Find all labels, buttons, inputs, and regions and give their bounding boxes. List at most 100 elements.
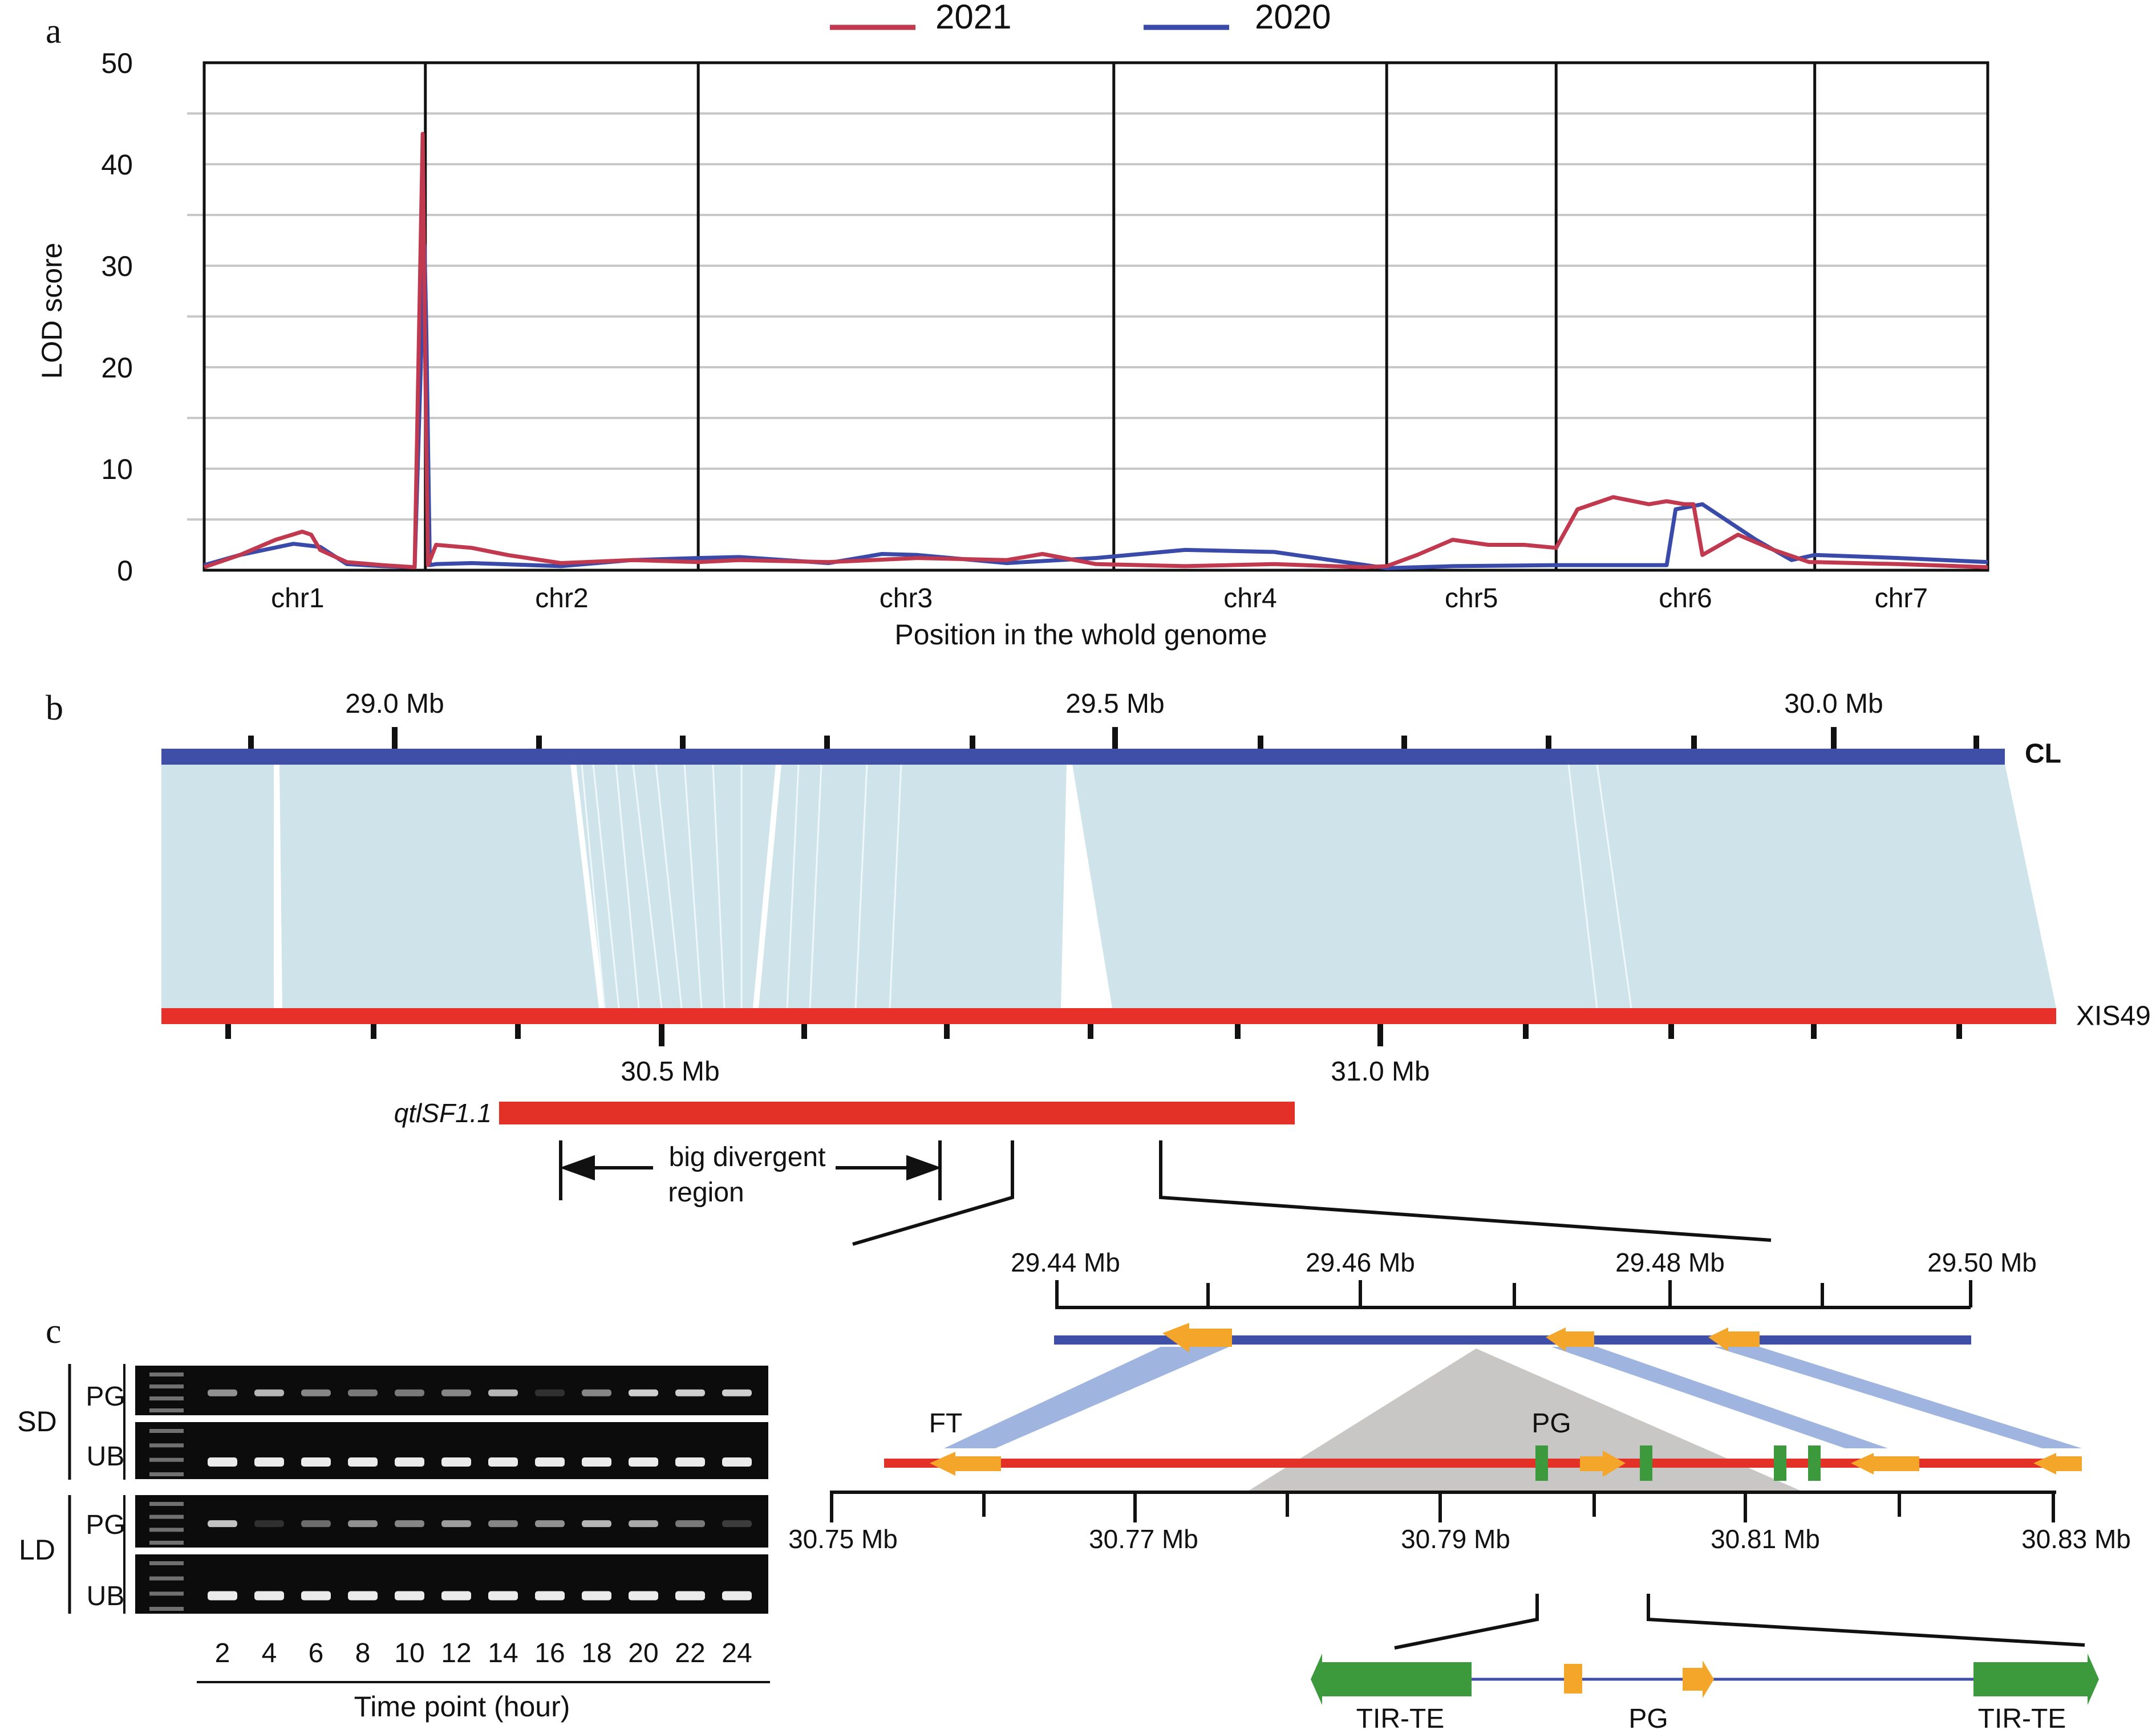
ladder-band xyxy=(149,1576,184,1581)
gel-band xyxy=(254,1389,284,1396)
ladder-band xyxy=(149,1429,184,1433)
time-point-label: 6 xyxy=(309,1638,324,1668)
divergent-region-bracket xyxy=(559,1140,942,1200)
gel-band xyxy=(582,1457,611,1467)
pg-insertion-triangle xyxy=(1243,1349,1808,1494)
synteny-block-5 xyxy=(1072,764,2056,1008)
plot-frame xyxy=(202,61,1989,572)
cl-chromosome-bar xyxy=(161,749,2005,765)
zoom-top-tick-29-50: 29.50 Mb xyxy=(1927,1248,2037,1277)
synteny-block-2 xyxy=(279,764,599,1008)
synteny-block-1 xyxy=(161,764,274,1008)
tir-marker-3 xyxy=(1774,1445,1786,1481)
gel-band xyxy=(441,1591,471,1601)
cl-tick-label-29-0: 29.0 Mb xyxy=(345,689,444,719)
tir-marker-1 xyxy=(1535,1445,1548,1481)
xis49-gene-arrow-2 xyxy=(1851,1453,1919,1475)
gel-band xyxy=(301,1591,331,1601)
chart-legend: 2021 2020 xyxy=(830,0,1331,36)
panel-a-letter: a xyxy=(46,12,62,51)
zoom-xis49-features xyxy=(930,1445,2082,1481)
xis49-label: XIS49 xyxy=(2076,1001,2151,1032)
synteny-ribbons xyxy=(161,764,2056,1009)
time-point-label: 10 xyxy=(394,1638,424,1668)
ladder-band xyxy=(149,1384,184,1388)
y-tick-label: 40 xyxy=(101,149,133,181)
zoom-top-scale xyxy=(1055,1280,1972,1309)
gel-band xyxy=(208,1457,237,1467)
gel-band xyxy=(208,1591,237,1601)
gel-band xyxy=(722,1389,752,1396)
zoom-bottom-tick-30-75: 30.75 Mb xyxy=(788,1524,898,1554)
ladder-band xyxy=(149,1372,184,1376)
tir-te-right xyxy=(1973,1654,2099,1705)
y-tick-label: 0 xyxy=(117,555,133,587)
gel-band xyxy=(629,1457,658,1467)
ladder-band xyxy=(149,1541,184,1545)
tir-te-right-label: TIR-TE xyxy=(1978,1704,2066,1734)
detail-connector xyxy=(1394,1594,2085,1650)
chromosome-label-chr1: chr1 xyxy=(271,583,324,614)
cl-ticks xyxy=(248,727,1979,749)
gel-band xyxy=(629,1591,658,1601)
gel-band xyxy=(441,1389,471,1396)
ladder-band xyxy=(149,1528,184,1532)
gel-band xyxy=(301,1520,331,1528)
sd-pg-label: PG xyxy=(86,1382,125,1412)
gel-band xyxy=(254,1520,284,1528)
gel-band xyxy=(488,1520,518,1528)
zoom-bottom-tick-30-83: 30.83 Mb xyxy=(2021,1524,2131,1554)
zoom-top-tick-29-48: 29.48 Mb xyxy=(1615,1248,1725,1277)
zoom-top-tick-29-44: 29.44 Mb xyxy=(1011,1248,1120,1277)
panel-c-letter: c xyxy=(46,1312,62,1351)
xis49-ticks xyxy=(225,1024,1962,1046)
ft-gene-arrow xyxy=(930,1452,1001,1476)
gel-band xyxy=(582,1520,611,1528)
cl-tick-label-30-0: 30.0 Mb xyxy=(1784,689,1883,719)
gel-band xyxy=(629,1520,658,1528)
gel-images xyxy=(135,1366,768,1614)
time-point-label: 22 xyxy=(675,1638,705,1668)
gel-band xyxy=(582,1591,611,1601)
time-point-labels: 2 4 6 8 10 12 14 16 18 20 22 24 xyxy=(215,1638,752,1668)
gel-band xyxy=(348,1520,378,1528)
time-point-label: 24 xyxy=(722,1638,752,1668)
gel-band xyxy=(675,1389,705,1396)
time-point-label: 12 xyxy=(441,1638,471,1668)
gel-band xyxy=(395,1520,424,1528)
y-tick-label: 10 xyxy=(101,453,133,485)
tir-te-left xyxy=(1311,1654,1472,1705)
time-point-label: 18 xyxy=(581,1638,611,1668)
gel-band xyxy=(675,1520,705,1528)
legend-label-2020: 2020 xyxy=(1255,0,1331,36)
tir-marker-4 xyxy=(1808,1445,1821,1481)
xis49-chromosome-bar xyxy=(161,1008,2056,1024)
time-point-label: 2 xyxy=(215,1638,230,1668)
time-point-label: 20 xyxy=(628,1638,658,1668)
ladder-band xyxy=(149,1396,184,1400)
ld-pg-gel xyxy=(135,1495,768,1548)
zoom-bottom-tick-30-81: 30.81 Mb xyxy=(1711,1524,1820,1554)
gel-band xyxy=(395,1457,424,1467)
ladder-band xyxy=(149,1514,184,1519)
tir-te-left-label: TIR-TE xyxy=(1356,1704,1445,1734)
ft-label: FT xyxy=(929,1408,963,1439)
gel-band xyxy=(348,1389,378,1396)
gene-link-3 xyxy=(1714,1347,2082,1448)
ld-pg-label: PG xyxy=(86,1510,125,1540)
chromosome-label-chr5: chr5 xyxy=(1445,583,1498,614)
gel-band xyxy=(722,1520,752,1528)
pg-gene-arrow xyxy=(1580,1451,1626,1477)
gel-band xyxy=(395,1591,424,1601)
y-tick-label: 30 xyxy=(101,250,133,282)
ladder-band xyxy=(149,1591,184,1596)
cl-gene-arrow-3 xyxy=(1708,1327,1760,1351)
ladder-band xyxy=(149,1607,184,1611)
sd-label: SD xyxy=(17,1406,56,1437)
ladder-band xyxy=(149,1561,184,1565)
qtl-bar xyxy=(499,1102,1295,1124)
gel-band xyxy=(348,1457,378,1467)
gel-band xyxy=(301,1389,331,1396)
gel-band xyxy=(722,1457,752,1467)
divergent-region-label-line2: region xyxy=(668,1177,744,1208)
